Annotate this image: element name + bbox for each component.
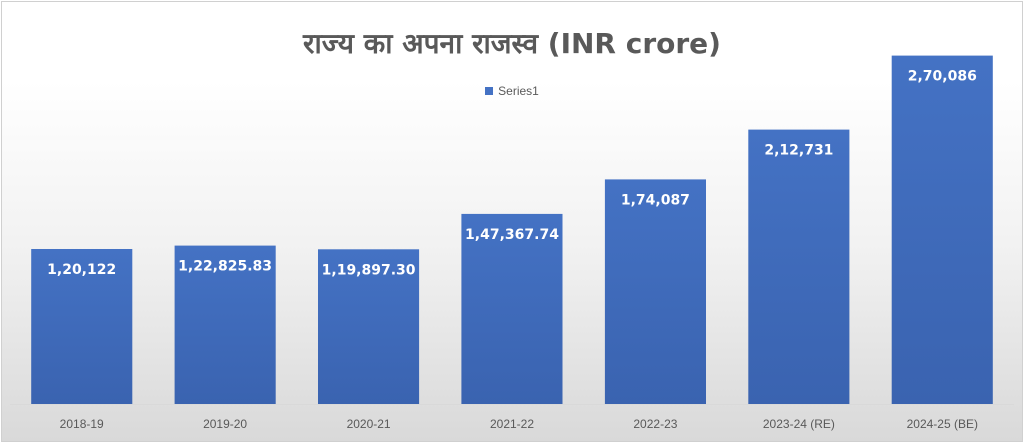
bar-2020-21 <box>318 249 420 404</box>
data-label-2019-20: 1,22,825.83 <box>178 259 272 275</box>
bar-2024-25 (BE) <box>891 55 993 404</box>
x-tick-label-2021-22: 2021-22 <box>490 417 534 431</box>
chart-title: राज्य का अपना राजस्व (INR crore) <box>303 27 721 60</box>
chart-legend: Series1 <box>2 84 1022 98</box>
legend-swatch <box>485 87 494 95</box>
data-label-2023-24 (RE): 2,12,731 <box>764 143 833 159</box>
data-label-2021-22: 1,47,367.74 <box>465 227 559 243</box>
x-tick-label-2022-23: 2022-23 <box>633 417 677 431</box>
x-tick-label-2019-20: 2019-20 <box>203 417 247 431</box>
bar-2019-20 <box>174 245 276 404</box>
bar-2018-19 <box>31 249 133 404</box>
x-tick-label-2023-24 (RE): 2023-24 (RE) <box>763 417 835 431</box>
x-tick-label-2018-19: 2018-19 <box>60 417 104 431</box>
data-label-2018-19: 1,20,122 <box>47 262 116 278</box>
data-label-2022-23: 1,74,087 <box>621 192 690 208</box>
bar-2021-22 <box>461 213 563 404</box>
x-tick-label-2020-21: 2020-21 <box>347 417 391 431</box>
x-tick-label-2024-25 (BE): 2024-25 (BE) <box>907 417 978 431</box>
legend-label: Series1 <box>498 84 539 98</box>
data-label-2024-25 (BE): 2,70,086 <box>908 69 977 85</box>
bar-2023-24 (RE) <box>748 129 850 404</box>
bar-2022-23 <box>604 179 706 404</box>
data-label-2020-21: 1,19,897.30 <box>322 262 416 278</box>
